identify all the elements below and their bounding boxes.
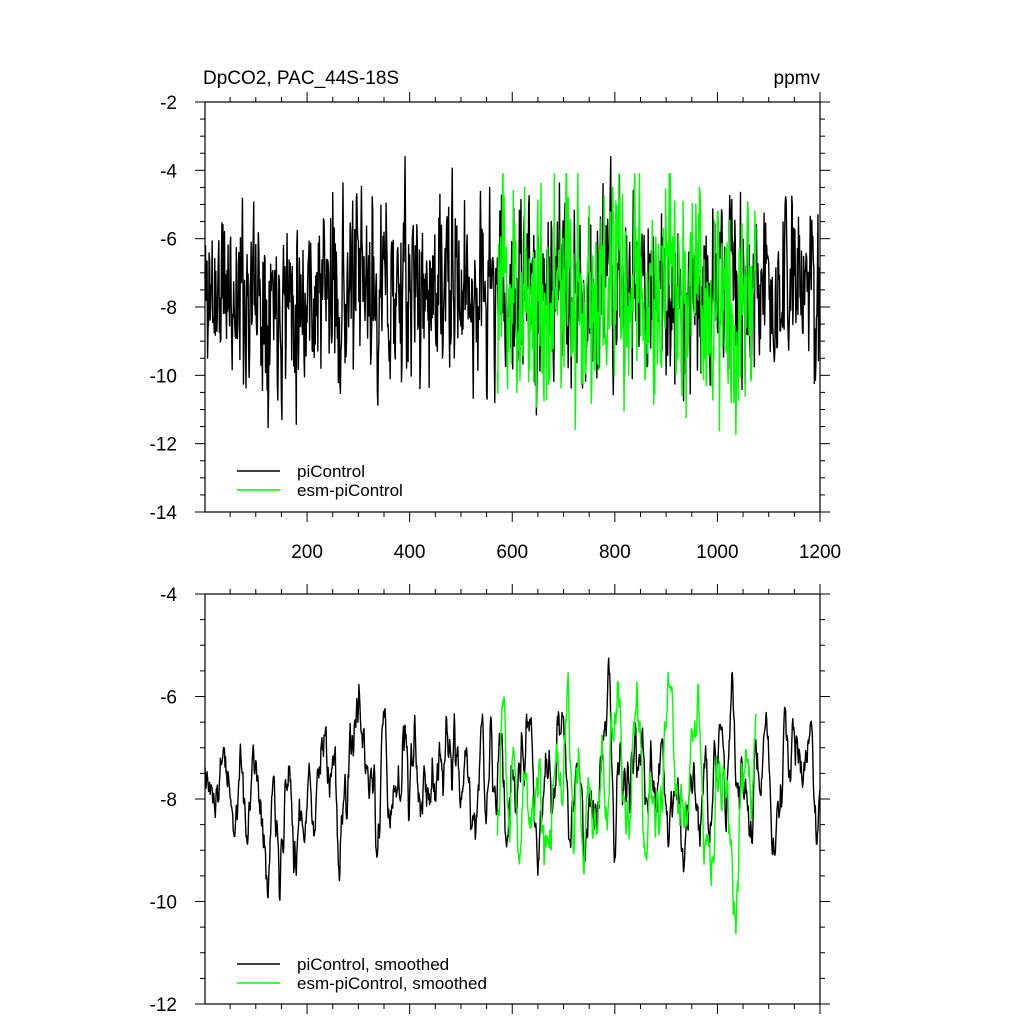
series-line-picontrol-smoothed: [204, 657, 821, 901]
y-tick-label: -8: [160, 790, 177, 811]
top-legend: piControl esm-piControl: [237, 462, 403, 500]
legend-label-picontrol-smoothed: piControl, smoothed: [297, 955, 449, 974]
x-tick-label: 400: [394, 542, 426, 563]
top-panel: DpCO2, PAC_44S-18S ppmv -2 -4 -6 -8 -10 -12 -1…: [150, 68, 842, 563]
x-tick-label: 200: [291, 542, 323, 563]
y-tick-label: -2: [160, 93, 177, 114]
y-tick-label: -14: [150, 503, 178, 524]
chart-title: DpCO2, PAC_44S-18S: [203, 68, 399, 89]
y-tick-label: -12: [150, 995, 177, 1016]
y-tick-label: -8: [160, 298, 177, 319]
bottom-ticks: -4 -6 -8 -10 -12: [150, 584, 830, 1016]
bottom-series: [204, 657, 821, 935]
y-tick-label: -10: [150, 366, 177, 387]
top-series: [204, 155, 821, 436]
units-label: ppmv: [774, 68, 821, 89]
y-tick-label: -6: [160, 688, 177, 709]
x-tick-label: 600: [496, 542, 528, 563]
legend-label-picontrol: piControl: [297, 462, 365, 481]
y-tick-label: -6: [160, 230, 177, 251]
series-line-esm-picontrol: [496, 173, 757, 436]
y-tick-label: -4: [160, 585, 177, 606]
y-tick-label: -12: [150, 435, 177, 456]
legend-label-esm-picontrol: esm-piControl: [297, 481, 403, 500]
top-ticks: -2 -4 -6 -8 -10 -12 -14 200 400 600 800 1000 1200: [150, 92, 841, 563]
x-tick-label: 1000: [696, 542, 738, 563]
bottom-legend: piControl, smoothed esm-piControl, smoot…: [237, 955, 487, 993]
bottom-panel: -4 -6 -8 -10 -12 piControl, smoothed esm-piC…: [150, 584, 830, 1016]
x-tick-label: 800: [599, 542, 631, 563]
top-plot-frame: [204, 101, 821, 513]
y-tick-label: -10: [150, 893, 177, 914]
x-tick-label: 1200: [799, 542, 841, 563]
y-tick-label: -4: [160, 161, 177, 182]
legend-label-esm-picontrol-smoothed: esm-piControl, smoothed: [297, 974, 487, 993]
series-line-esm-picontrol-smoothed: [496, 671, 757, 935]
bottom-plot-frame: [204, 593, 821, 1005]
